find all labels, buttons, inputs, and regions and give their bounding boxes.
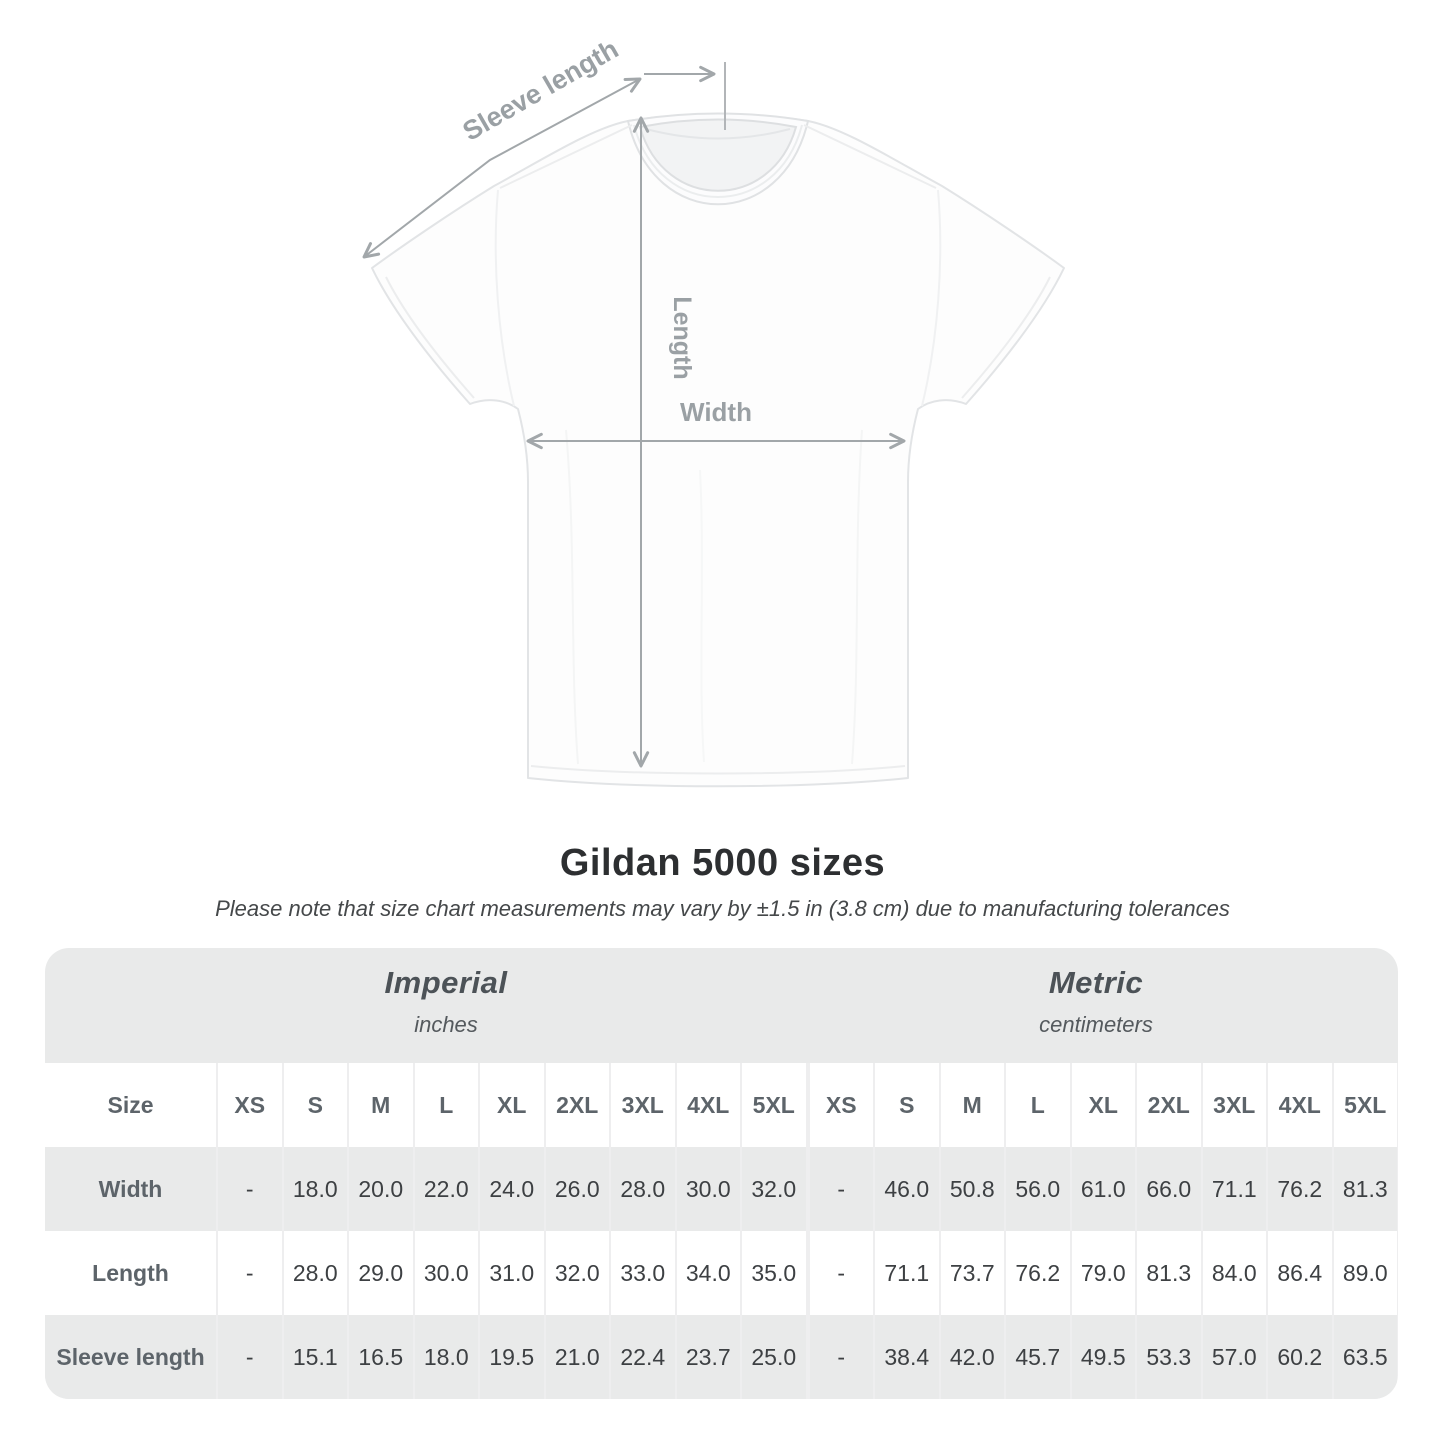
value-cell: 45.7 bbox=[1006, 1315, 1070, 1399]
size-cell: S bbox=[283, 1063, 347, 1147]
value-cell: 22.0 bbox=[414, 1147, 478, 1231]
length-dim-label: Length bbox=[668, 296, 696, 379]
value-cell: 60.2 bbox=[1268, 1315, 1332, 1399]
value-cell: - bbox=[809, 1231, 873, 1315]
value-cell: 34.0 bbox=[676, 1231, 740, 1315]
size-header-row: Size XS S M L XL 2XL 3XL 4XL 5XL XS S M … bbox=[45, 1063, 1398, 1147]
table-row-sleeve-length: Sleeve length - 15.1 16.5 18.0 19.5 21.0… bbox=[45, 1315, 1398, 1399]
value-cell: 73.7 bbox=[940, 1231, 1004, 1315]
value-cell: 26.0 bbox=[545, 1147, 609, 1231]
size-cell: XL bbox=[1071, 1063, 1135, 1147]
size-cell: 4XL bbox=[676, 1063, 740, 1147]
value-cell: 15.1 bbox=[283, 1315, 347, 1399]
value-cell: 25.0 bbox=[742, 1315, 806, 1399]
value-cell: 32.0 bbox=[742, 1147, 806, 1231]
value-cell: - bbox=[809, 1315, 873, 1399]
value-cell: 63.5 bbox=[1333, 1315, 1397, 1399]
table-row-width: Width - 18.0 20.0 22.0 24.0 26.0 28.0 30… bbox=[45, 1147, 1398, 1231]
size-cell: XL bbox=[480, 1063, 544, 1147]
value-cell: 66.0 bbox=[1137, 1147, 1201, 1231]
size-cell: M bbox=[349, 1063, 413, 1147]
value-cell: 71.1 bbox=[875, 1231, 939, 1315]
value-cell: 76.2 bbox=[1268, 1147, 1332, 1231]
imperial-unit: inches bbox=[414, 1012, 478, 1037]
value-cell: 57.0 bbox=[1202, 1315, 1266, 1399]
value-cell: 56.0 bbox=[1006, 1147, 1070, 1231]
page-title: Gildan 5000 sizes bbox=[559, 842, 886, 884]
size-cell: 4XL bbox=[1268, 1063, 1332, 1147]
size-cell: XS bbox=[809, 1063, 873, 1147]
size-cell: 5XL bbox=[742, 1063, 806, 1147]
size-cell: 2XL bbox=[545, 1063, 609, 1147]
value-cell: 46.0 bbox=[875, 1147, 939, 1231]
value-cell: 79.0 bbox=[1071, 1231, 1135, 1315]
value-cell: 16.5 bbox=[349, 1315, 413, 1399]
value-cell: - bbox=[218, 1315, 282, 1399]
value-cell: 38.4 bbox=[875, 1315, 939, 1399]
unit-header-band: Imperial inches Metric centimeters bbox=[45, 948, 1398, 1063]
tshirt-graphic bbox=[371, 112, 1065, 788]
value-cell: 28.0 bbox=[611, 1147, 675, 1231]
value-cell: 18.0 bbox=[414, 1315, 478, 1399]
size-cell: L bbox=[414, 1063, 478, 1147]
imperial-section-header: Imperial inches bbox=[236, 965, 656, 1038]
value-cell: 89.0 bbox=[1333, 1231, 1397, 1315]
row-label: Width bbox=[45, 1147, 216, 1231]
value-cell: 49.5 bbox=[1071, 1315, 1135, 1399]
size-cell: S bbox=[875, 1063, 939, 1147]
value-cell: - bbox=[809, 1147, 873, 1231]
value-cell: 86.4 bbox=[1268, 1231, 1332, 1315]
value-cell: 50.8 bbox=[940, 1147, 1004, 1231]
value-cell: 32.0 bbox=[545, 1231, 609, 1315]
metric-section-header: Metric centimeters bbox=[886, 965, 1306, 1038]
value-cell: 18.0 bbox=[283, 1147, 347, 1231]
value-cell: 22.4 bbox=[611, 1315, 675, 1399]
value-cell: 20.0 bbox=[349, 1147, 413, 1231]
value-cell: 24.0 bbox=[480, 1147, 544, 1231]
value-cell: 28.0 bbox=[283, 1231, 347, 1315]
value-cell: 30.0 bbox=[676, 1147, 740, 1231]
value-cell: 81.3 bbox=[1137, 1231, 1201, 1315]
size-cell: M bbox=[940, 1063, 1004, 1147]
metric-unit: centimeters bbox=[1039, 1012, 1153, 1037]
size-cell: 3XL bbox=[611, 1063, 675, 1147]
row-label: Length bbox=[45, 1231, 216, 1315]
value-cell: 61.0 bbox=[1071, 1147, 1135, 1231]
value-cell: 35.0 bbox=[742, 1231, 806, 1315]
value-cell: 53.3 bbox=[1137, 1315, 1201, 1399]
size-header-cell: Size bbox=[45, 1063, 216, 1147]
value-cell: 42.0 bbox=[940, 1315, 1004, 1399]
metric-label: Metric bbox=[1048, 965, 1144, 1000]
sleeve-length-arrow bbox=[362, 77, 642, 259]
value-cell: 33.0 bbox=[611, 1231, 675, 1315]
size-cell: 3XL bbox=[1202, 1063, 1266, 1147]
value-cell: 81.3 bbox=[1333, 1147, 1397, 1231]
value-cell: 23.7 bbox=[676, 1315, 740, 1399]
value-cell: - bbox=[218, 1231, 282, 1315]
value-cell: 84.0 bbox=[1202, 1231, 1266, 1315]
size-table: Imperial inches Metric centimeters Size … bbox=[45, 948, 1398, 1399]
tshirt-measurement-diagram: Sleeve length Length Width bbox=[362, 34, 1065, 788]
value-cell: - bbox=[218, 1147, 282, 1231]
size-cell: XS bbox=[218, 1063, 282, 1147]
value-cell: 71.1 bbox=[1202, 1147, 1266, 1231]
size-cell: 5XL bbox=[1333, 1063, 1397, 1147]
value-cell: 21.0 bbox=[545, 1315, 609, 1399]
row-label: Sleeve length bbox=[45, 1315, 216, 1399]
table-row-length: Length - 28.0 29.0 30.0 31.0 32.0 33.0 3… bbox=[45, 1231, 1398, 1315]
width-dim-label: Width bbox=[680, 397, 752, 427]
imperial-label: Imperial bbox=[384, 965, 508, 1000]
value-cell: 19.5 bbox=[480, 1315, 544, 1399]
size-cell: L bbox=[1006, 1063, 1070, 1147]
tolerance-note: Please note that size chart measurements… bbox=[215, 896, 1230, 921]
value-cell: 31.0 bbox=[480, 1231, 544, 1315]
value-cell: 30.0 bbox=[414, 1231, 478, 1315]
value-cell: 29.0 bbox=[349, 1231, 413, 1315]
size-cell: 2XL bbox=[1137, 1063, 1201, 1147]
value-cell: 76.2 bbox=[1006, 1231, 1070, 1315]
